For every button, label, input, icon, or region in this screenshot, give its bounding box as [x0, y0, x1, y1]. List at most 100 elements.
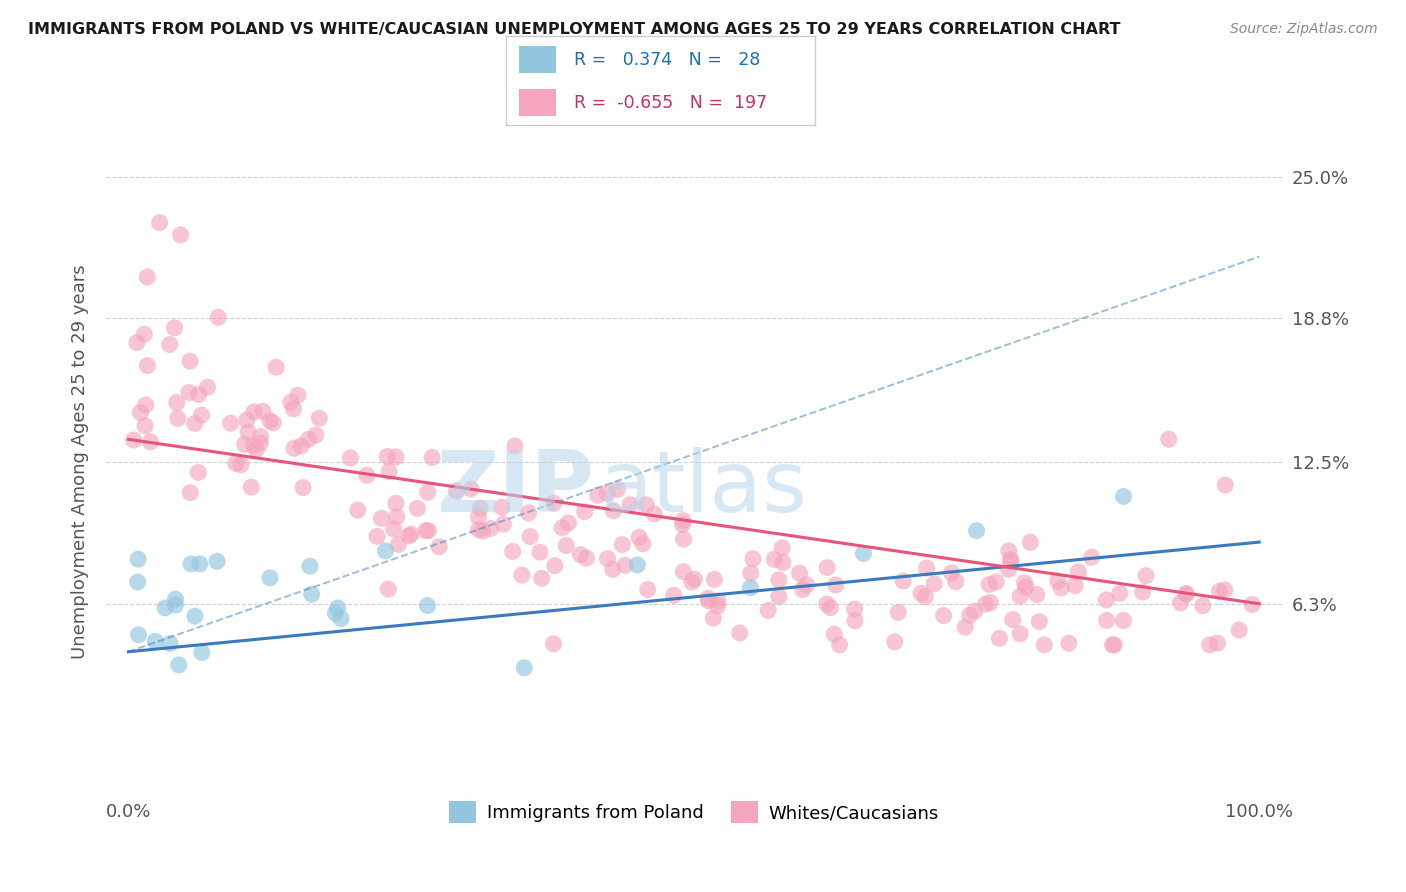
Point [382, 522, 405, 536]
Point [1101, 638, 1123, 652]
Point [205, 554, 228, 568]
Point [356, 468, 378, 483]
Point [963, 604, 986, 618]
Point [249, 436, 271, 450]
Point [697, 594, 720, 608]
Point [416, 599, 439, 613]
Point [1112, 614, 1135, 628]
Point [742, 551, 765, 566]
Point [575, 551, 598, 566]
Point [139, 434, 162, 449]
Point [503, 439, 526, 453]
Point [225, 457, 247, 471]
Point [471, 524, 494, 539]
Point [242, 439, 264, 453]
Point [988, 632, 1011, 646]
Point [229, 458, 252, 472]
Point [1191, 599, 1213, 613]
Point [262, 416, 284, 430]
Point [1067, 565, 1090, 579]
Point [915, 561, 938, 575]
Point [789, 566, 811, 581]
Point [1241, 598, 1264, 612]
Point [820, 600, 842, 615]
Point [446, 483, 468, 498]
Point [672, 565, 695, 579]
Point [1010, 626, 1032, 640]
Point [167, 657, 190, 672]
Point [1175, 587, 1198, 601]
Point [1019, 535, 1042, 549]
Point [385, 450, 408, 464]
Point [697, 591, 720, 606]
Point [519, 530, 541, 544]
Point [159, 337, 181, 351]
Point [1175, 587, 1198, 601]
Point [1213, 582, 1236, 597]
Point [339, 450, 361, 465]
Point [852, 547, 875, 561]
Point [179, 485, 201, 500]
Point [671, 517, 693, 532]
Point [672, 532, 695, 546]
Point [1050, 581, 1073, 595]
Point [283, 401, 305, 416]
Point [631, 537, 654, 551]
Point [596, 551, 619, 566]
Point [513, 661, 536, 675]
Point [1064, 579, 1087, 593]
Point [1198, 638, 1220, 652]
Point [1057, 636, 1080, 650]
Point [467, 523, 489, 537]
Point [683, 572, 706, 586]
Point [1028, 615, 1050, 629]
Point [979, 577, 1001, 591]
Point [330, 611, 353, 625]
Point [308, 411, 330, 425]
Point [945, 574, 967, 589]
Legend: Immigrants from Poland, Whites/Caucasians: Immigrants from Poland, Whites/Caucasian… [441, 794, 946, 830]
Point [385, 509, 408, 524]
Point [619, 498, 641, 512]
Point [415, 524, 437, 538]
Point [188, 557, 211, 571]
Point [169, 227, 191, 242]
Point [219, 416, 242, 430]
Point [606, 483, 628, 497]
Point [1104, 638, 1126, 652]
Point [406, 501, 429, 516]
Point [1213, 478, 1236, 492]
Point [479, 521, 502, 535]
Point [517, 506, 540, 520]
Point [1095, 614, 1118, 628]
Point [544, 558, 567, 573]
Point [1108, 586, 1130, 600]
Point [844, 602, 866, 616]
Point [756, 603, 779, 617]
Point [187, 387, 209, 401]
Point [637, 582, 659, 597]
Point [427, 540, 450, 554]
Text: Source: ZipAtlas.com: Source: ZipAtlas.com [1230, 22, 1378, 37]
Text: R =   0.374   N =   28: R = 0.374 N = 28 [574, 51, 761, 69]
Point [815, 560, 838, 574]
Point [305, 428, 328, 442]
Point [612, 537, 634, 551]
Point [385, 496, 408, 510]
FancyBboxPatch shape [519, 89, 555, 116]
Point [292, 481, 315, 495]
Point [772, 556, 794, 570]
Point [1080, 550, 1102, 565]
Point [1046, 574, 1069, 588]
Point [374, 544, 396, 558]
Point [280, 395, 302, 409]
Point [159, 636, 181, 650]
Point [233, 437, 256, 451]
Point [325, 607, 347, 621]
Point [672, 514, 695, 528]
Point [377, 582, 399, 597]
Point [1025, 588, 1047, 602]
Point [297, 433, 319, 447]
Point [828, 638, 851, 652]
Point [179, 354, 201, 368]
